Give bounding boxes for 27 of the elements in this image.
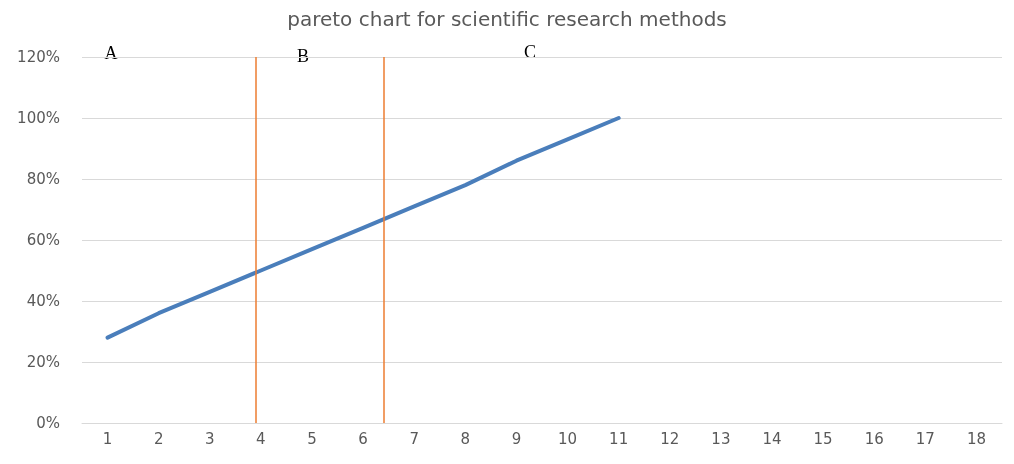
x-tick-label: 4 xyxy=(256,429,266,448)
y-tick-label: 120% xyxy=(17,48,60,66)
x-tick-label: 17 xyxy=(915,429,935,448)
line-series xyxy=(105,116,621,340)
x-tick-label: 16 xyxy=(864,429,884,448)
x-tick-label: 3 xyxy=(205,429,215,448)
x-tick-label: 1 xyxy=(102,429,113,448)
x-tick-label: 13 xyxy=(711,429,731,448)
chart-title: pareto chart for scientific research methods xyxy=(287,7,727,31)
x-tick-label: 2 xyxy=(153,429,164,448)
x-tick-label: 14 xyxy=(762,429,782,448)
y-tick-label: 60% xyxy=(26,231,60,249)
y-tick-label: 40% xyxy=(26,292,60,310)
y-tick-label: 0% xyxy=(36,414,60,432)
x-tick-label: 15 xyxy=(813,429,833,448)
x-tick-label: 7 xyxy=(409,429,419,448)
y-tick-label: 80% xyxy=(26,170,60,188)
x-tick-label: 5 xyxy=(307,429,317,448)
x-tick-label: 18 xyxy=(966,429,986,448)
x-tick-label: 8 xyxy=(460,429,471,448)
x-tick-label: 10 xyxy=(558,429,578,448)
y-tick-label: 100% xyxy=(17,109,60,127)
x-tick-label: 12 xyxy=(660,429,680,448)
y-tick-label: 20% xyxy=(26,353,60,371)
x-tick-label: 11 xyxy=(609,429,629,448)
x-tick-label: 6 xyxy=(358,429,368,448)
x-tick-label: 9 xyxy=(511,429,522,448)
